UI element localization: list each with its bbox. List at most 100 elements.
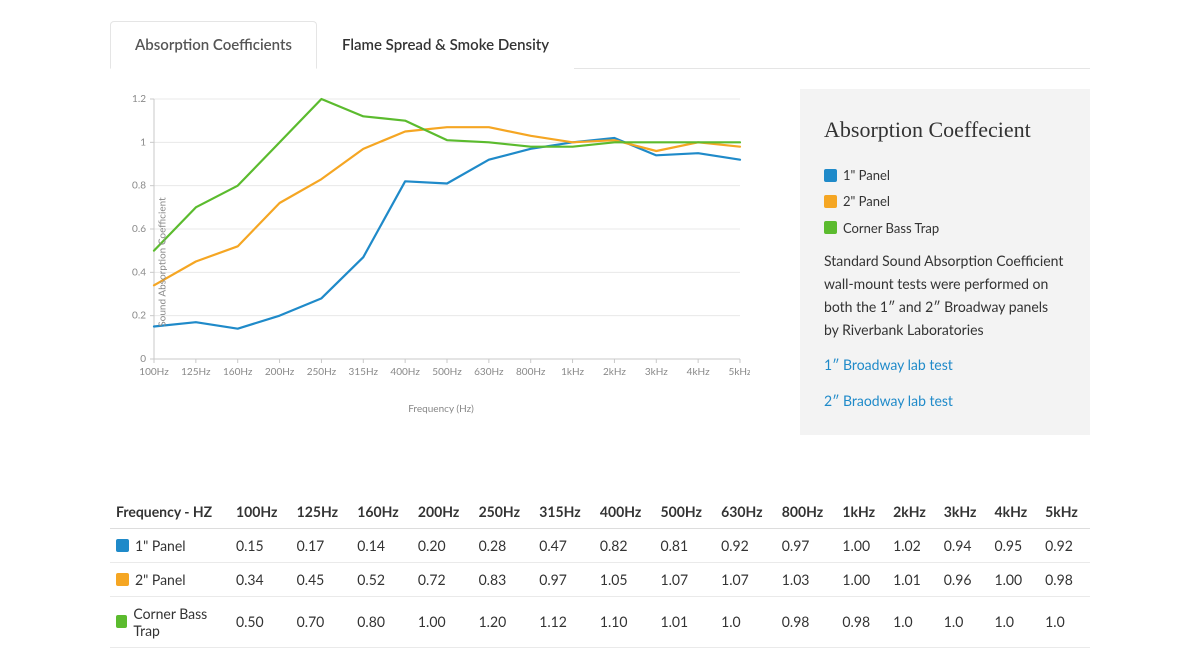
- table-cell: 0.28: [473, 528, 534, 562]
- panel-title: Absorption Coeffecient: [824, 111, 1066, 148]
- table-header-col: 1kHz: [836, 495, 887, 529]
- svg-text:160Hz: 160Hz: [223, 366, 253, 378]
- line-chart: 0 0.2 0.4 0.6 0.8 1 1.2 100Hz 125Hz 160Hz 200Hz 250…: [110, 89, 750, 399]
- svg-text:5kHz: 5kHz: [729, 366, 750, 378]
- table-cell: 1.0: [715, 596, 776, 647]
- row-label-text: Corner Bass Trap: [133, 605, 224, 639]
- svg-text:1: 1: [140, 136, 146, 148]
- svg-text:2kHz: 2kHz: [603, 366, 626, 378]
- table-header-col: 630Hz: [715, 495, 776, 529]
- legend-swatch-2: [824, 195, 837, 208]
- table-cell: 1.00: [836, 562, 887, 596]
- table-cell: 0.72: [412, 562, 473, 596]
- table-cell: 1.0: [887, 596, 938, 647]
- table-cell: 1.00: [412, 596, 473, 647]
- table-header-col: 2kHz: [887, 495, 938, 529]
- table-header-col: 4kHz: [988, 495, 1039, 529]
- svg-text:0.6: 0.6: [132, 223, 146, 235]
- table-header-col: 200Hz: [412, 495, 473, 529]
- table-header-col: 800Hz: [776, 495, 837, 529]
- table-row: Corner Bass Trap0.500.700.801.001.201.12…: [110, 596, 1090, 647]
- svg-text:400Hz: 400Hz: [390, 366, 420, 378]
- side-panel: Absorption Coeffecient 1" Panel 2" Panel…: [800, 89, 1090, 435]
- table-cell: 1.0: [988, 596, 1039, 647]
- table-cell: 1.20: [473, 596, 534, 647]
- table-cell: 0.50: [230, 596, 291, 647]
- svg-text:0.8: 0.8: [132, 180, 146, 192]
- row-label-text: 2" Panel: [135, 571, 186, 588]
- table-header-col: 100Hz: [230, 495, 291, 529]
- svg-text:250Hz: 250Hz: [307, 366, 337, 378]
- row-swatch: [116, 573, 129, 586]
- svg-text:1.2: 1.2: [132, 93, 146, 105]
- link-lab-test-1[interactable]: 1″ Broadway lab test: [824, 353, 1066, 377]
- chart-area: Sound Absorption Coefficient 00.20.40.60…: [110, 89, 772, 435]
- table-cell: 1.01: [887, 562, 938, 596]
- svg-text:200Hz: 200Hz: [265, 366, 295, 378]
- table-cell: 1.00: [836, 528, 887, 562]
- table-cell: 1.02: [887, 528, 938, 562]
- table-cell: 1.01: [654, 596, 715, 647]
- table-cell: 0.94: [938, 528, 989, 562]
- table-cell: 0.17: [291, 528, 352, 562]
- table-cell: 1.10: [594, 596, 655, 647]
- table-cell: 0.92: [1039, 528, 1090, 562]
- svg-text:4kHz: 4kHz: [687, 366, 710, 378]
- table-header-col: 125Hz: [291, 495, 352, 529]
- svg-text:125Hz: 125Hz: [181, 366, 211, 378]
- table-header-col: 3kHz: [938, 495, 989, 529]
- svg-text:0.4: 0.4: [132, 266, 146, 278]
- table-cell: 0.45: [291, 562, 352, 596]
- table-cell: 0.14: [351, 528, 412, 562]
- panel-description: Standard Sound Absorption Coefficient wa…: [824, 249, 1066, 341]
- table-cell: 1.12: [533, 596, 594, 647]
- tab-absorption[interactable]: Absorption Coefficients: [110, 21, 317, 69]
- table-cell: 0.95: [988, 528, 1039, 562]
- table-cell: 0.98: [1039, 562, 1090, 596]
- table-cell: 0.83: [473, 562, 534, 596]
- tab-flame[interactable]: Flame Spread & Smoke Density: [317, 21, 574, 69]
- legend-item-2: 2" Panel: [824, 190, 1066, 212]
- content-row: Sound Absorption Coefficient 00.20.40.60…: [110, 89, 1090, 435]
- table-cell: 0.34: [230, 562, 291, 596]
- svg-text:0.2: 0.2: [132, 310, 146, 322]
- svg-text:1kHz: 1kHz: [561, 366, 584, 378]
- svg-text:100Hz: 100Hz: [139, 366, 169, 378]
- table-cell: 0.97: [776, 528, 837, 562]
- svg-text:315Hz: 315Hz: [349, 366, 379, 378]
- legend-label-1: 1" Panel: [843, 164, 890, 186]
- table-cell: 1.03: [776, 562, 837, 596]
- table-row: 2" Panel0.340.450.520.720.830.971.051.07…: [110, 562, 1090, 596]
- svg-text:800Hz: 800Hz: [516, 366, 546, 378]
- table-header-col: 400Hz: [594, 495, 655, 529]
- table-header-col: 160Hz: [351, 495, 412, 529]
- table-cell: 0.20: [412, 528, 473, 562]
- svg-text:0: 0: [140, 353, 146, 365]
- table-cell: 0.81: [654, 528, 715, 562]
- y-axis-label: Sound Absorption Coefficient: [157, 197, 169, 326]
- svg-text:630Hz: 630Hz: [474, 366, 504, 378]
- table-header-freq: Frequency - HZ: [110, 495, 230, 529]
- table-header-col: 5kHz: [1039, 495, 1090, 529]
- table-cell: 0.47: [533, 528, 594, 562]
- svg-text:500Hz: 500Hz: [432, 366, 462, 378]
- page-container: Absorption Coefficients Flame Spread & S…: [0, 20, 1200, 648]
- table-cell: 0.92: [715, 528, 776, 562]
- legend-label-2: 2" Panel: [843, 190, 890, 212]
- table-cell: 0.15: [230, 528, 291, 562]
- legend-item-1: 1" Panel: [824, 164, 1066, 186]
- row-swatch: [116, 539, 129, 552]
- x-axis-label: Frequency (Hz): [110, 403, 772, 415]
- table-cell: 0.98: [776, 596, 837, 647]
- data-table: Frequency - HZ100Hz125Hz160Hz200Hz250Hz 3…: [110, 495, 1090, 648]
- tab-bar: Absorption Coefficients Flame Spread & S…: [110, 20, 1090, 69]
- table-cell: 1.07: [654, 562, 715, 596]
- table-cell: 0.52: [351, 562, 412, 596]
- legend-swatch-1: [824, 169, 837, 182]
- row-swatch: [116, 615, 127, 628]
- table-header-col: 250Hz: [473, 495, 534, 529]
- link-lab-test-2[interactable]: 2″ Braodway lab test: [824, 389, 1066, 413]
- table-cell: 0.70: [291, 596, 352, 647]
- table-cell: 0.82: [594, 528, 655, 562]
- table-cell: 0.80: [351, 596, 412, 647]
